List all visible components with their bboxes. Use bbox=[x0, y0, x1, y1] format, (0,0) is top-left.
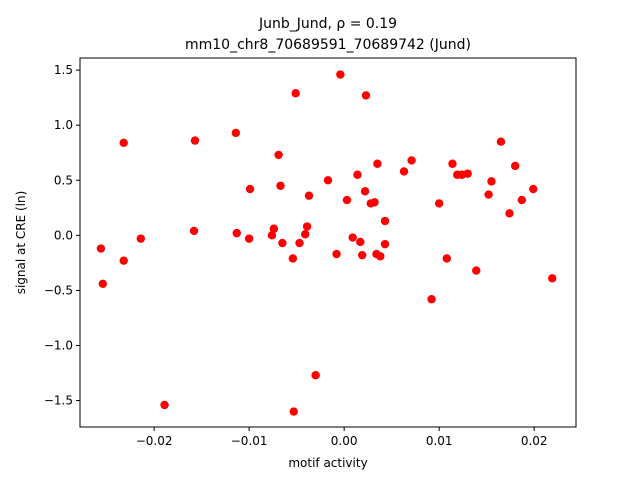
y-tick-label: −0.5 bbox=[44, 283, 73, 297]
data-point bbox=[274, 150, 283, 160]
data-point bbox=[360, 187, 370, 196]
data-point bbox=[119, 256, 128, 265]
y-tick-label: 1.0 bbox=[54, 118, 73, 132]
data-point bbox=[98, 279, 108, 289]
data-point bbox=[119, 138, 128, 148]
data-point bbox=[288, 254, 298, 263]
x-tick-label: −0.01 bbox=[231, 434, 268, 448]
data-point bbox=[373, 159, 382, 168]
data-point bbox=[496, 137, 506, 146]
data-point bbox=[136, 234, 146, 243]
data-point bbox=[269, 224, 279, 233]
y-tick-label: −1.5 bbox=[44, 394, 73, 408]
data-point bbox=[448, 159, 457, 168]
data-point bbox=[231, 128, 241, 138]
data-point bbox=[434, 199, 444, 208]
data-points bbox=[96, 70, 557, 416]
data-point bbox=[505, 209, 514, 218]
data-point bbox=[189, 226, 199, 236]
data-point bbox=[336, 70, 345, 79]
y-axis-ticks: −1.5 −1.0 −0.5 0.0 0.5 1.0 1.5 bbox=[44, 63, 80, 408]
y-tick-label: 0.5 bbox=[54, 173, 73, 187]
data-point bbox=[342, 195, 352, 205]
data-point bbox=[356, 237, 365, 247]
data-point bbox=[302, 222, 312, 231]
plot-area-frame bbox=[79, 57, 577, 428]
data-point bbox=[407, 156, 416, 165]
data-point bbox=[300, 230, 310, 239]
data-point bbox=[442, 254, 451, 263]
data-point bbox=[244, 234, 254, 243]
data-point bbox=[529, 184, 538, 194]
data-point bbox=[276, 181, 285, 190]
data-point bbox=[370, 198, 379, 207]
x-axis-label: motif activity bbox=[288, 456, 367, 470]
data-point bbox=[291, 89, 300, 98]
data-point bbox=[323, 176, 333, 185]
data-point bbox=[380, 239, 390, 249]
data-point bbox=[245, 184, 255, 194]
data-point bbox=[190, 136, 200, 145]
y-tick-label: 1.5 bbox=[54, 63, 73, 77]
data-point bbox=[353, 170, 362, 179]
data-point bbox=[472, 266, 481, 275]
data-point bbox=[267, 231, 277, 240]
data-point bbox=[510, 161, 520, 171]
x-tick-label: 0.00 bbox=[331, 434, 358, 448]
y-tick-label: −1.0 bbox=[44, 338, 73, 352]
data-point bbox=[487, 177, 496, 186]
y-axis-label: signal at CRE (ln) bbox=[14, 191, 28, 295]
chart-title-line1: Junb_Jund, ρ = 0.19 bbox=[258, 16, 397, 32]
data-point bbox=[361, 91, 371, 100]
data-point bbox=[289, 407, 298, 416]
data-point bbox=[548, 274, 557, 283]
data-point bbox=[358, 250, 367, 260]
data-point bbox=[304, 191, 314, 200]
data-point bbox=[517, 195, 527, 205]
data-point bbox=[295, 238, 304, 248]
x-tick-label: 0.01 bbox=[426, 434, 453, 448]
data-point bbox=[376, 252, 385, 261]
chart-title-line2: mm10_chr8_70689591_70689742 (Jund) bbox=[185, 37, 471, 53]
data-point bbox=[484, 190, 493, 199]
data-point bbox=[278, 238, 287, 248]
data-point bbox=[96, 244, 106, 253]
data-point bbox=[380, 216, 390, 226]
data-point bbox=[399, 167, 409, 176]
x-tick-label: 0.02 bbox=[521, 434, 548, 448]
y-tick-label: 0.0 bbox=[54, 228, 73, 242]
data-point bbox=[160, 400, 169, 410]
data-point bbox=[311, 371, 320, 380]
data-point bbox=[463, 169, 472, 178]
data-point bbox=[427, 295, 436, 304]
data-point bbox=[232, 228, 241, 238]
data-point bbox=[348, 233, 357, 242]
data-point bbox=[332, 249, 341, 259]
x-axis-ticks: −0.02 −0.01 0.00 0.01 0.02 bbox=[136, 427, 548, 448]
x-tick-label: −0.02 bbox=[136, 434, 173, 448]
